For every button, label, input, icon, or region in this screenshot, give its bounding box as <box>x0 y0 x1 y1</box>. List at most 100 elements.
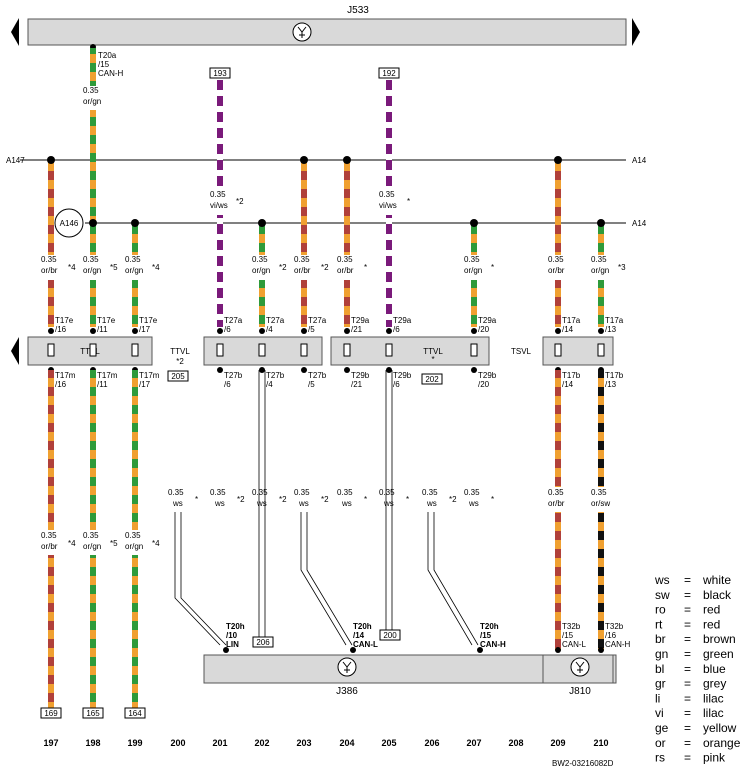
wire-color-label: ws <box>468 499 479 508</box>
svg-text:*: * <box>407 197 410 206</box>
wire-color-label: ws <box>341 499 352 508</box>
legend-eq: = <box>684 721 691 735</box>
pin-dot <box>386 328 392 334</box>
ref-202: 202 <box>425 375 439 384</box>
pin-dot <box>477 647 483 653</box>
continue-right-arrow-icon <box>632 18 640 46</box>
pin-dot <box>344 328 350 334</box>
pin-label: /11 <box>97 380 108 389</box>
pin-label: T17m <box>139 371 160 380</box>
j386-pin-label: T20h <box>480 622 499 631</box>
pin-dot <box>598 328 604 334</box>
unit-pins: T20h/10LINT20h/14CAN-LT20h/15CAN-HT32b/1… <box>223 622 631 653</box>
wire-note-label: *4 <box>152 263 160 272</box>
legend-code: rt <box>655 617 663 631</box>
column-number: 205 <box>381 738 396 748</box>
pin-label: T17b <box>562 371 581 380</box>
a146-connector-icon <box>54 208 84 238</box>
column-number: 207 <box>466 738 481 748</box>
pin-dot <box>301 328 307 334</box>
ref-164: 164 <box>128 709 142 718</box>
legend-eq: = <box>684 632 691 646</box>
wire-size-label: 0.35 <box>168 488 184 497</box>
pin-dot <box>471 367 477 373</box>
legend-name: red <box>703 617 720 631</box>
wire-note-label: *2 <box>279 263 287 272</box>
wire-size-label: 0.35 <box>337 488 353 497</box>
svg-text:A14: A14 <box>632 156 647 165</box>
legend-eq: = <box>684 573 691 587</box>
j533-unit: J533 <box>11 5 640 46</box>
wire-note-label: *4 <box>152 539 160 548</box>
terminal-pin <box>47 343 55 357</box>
wire-size-label: 0.35 <box>83 531 99 540</box>
j810-unit: J810 <box>542 654 614 697</box>
pin-dot <box>344 367 350 373</box>
legend-code: vi <box>655 706 664 720</box>
pin-label: T29a <box>393 316 412 325</box>
legend-code: gn <box>655 647 668 661</box>
continue-left-arrow-icon <box>11 337 19 365</box>
legend-eq: = <box>684 617 691 631</box>
ref-205: 205 <box>171 372 185 381</box>
wire-color-label: ws <box>256 499 267 508</box>
wire-size-label: 0.35 <box>548 488 564 497</box>
j386-pin-label: CAN-L <box>353 640 378 649</box>
mid-wire-labels: 0.35 or/br *4 0.35 or/gn *5 0.35 or/gn *4 0.35 or/… <box>41 255 626 275</box>
column-number: 206 <box>424 738 439 748</box>
svg-text:vi/ws: vi/ws <box>379 201 397 210</box>
legend-eq: = <box>684 677 691 691</box>
wire-note-label: * <box>491 495 494 504</box>
pin-label: T27a <box>308 316 327 325</box>
pin-label: /6 <box>393 380 400 389</box>
legend-code: ge <box>655 721 669 735</box>
j810-pin-label: /15 <box>562 631 574 640</box>
pin-dot <box>223 647 229 653</box>
j386-pin-label: LIN <box>226 640 239 649</box>
legend-name: grey <box>703 677 726 691</box>
wire-color-label: ws <box>214 499 225 508</box>
column-number: 203 <box>296 738 311 748</box>
wire-note-label: *2 <box>321 495 329 504</box>
pin-label: /13 <box>605 380 617 389</box>
column-number: 202 <box>254 738 269 748</box>
pin-label: /5 <box>308 325 315 334</box>
wire-size-label: 0.35 <box>294 488 310 497</box>
legend-code: sw <box>655 588 670 602</box>
junction-dots <box>47 156 605 227</box>
pin-dot <box>259 328 265 334</box>
wire-note-label: *3 <box>618 263 626 272</box>
pin-label: /16 <box>55 325 67 334</box>
pin-label: /5 <box>308 380 315 389</box>
pin-dot <box>350 647 356 653</box>
j533-pin: T20a <box>98 51 117 60</box>
wire-color-label: or/br <box>294 266 311 275</box>
pin-dot <box>259 367 265 373</box>
ref-193: 193 <box>213 69 227 78</box>
wire-size-label: 0.35 <box>337 255 353 264</box>
legend-name: yellow <box>703 721 737 735</box>
pin-label: T17e <box>55 316 74 325</box>
column-number: 210 <box>593 738 608 748</box>
color-legend: ws = white sw = black ro = red rt = red br = brown gn = g… <box>654 573 741 765</box>
pin-dot <box>598 647 604 653</box>
pin-dot <box>48 328 54 334</box>
wire-size-label: 0.35 <box>379 488 395 497</box>
column-number: 201 <box>212 738 227 748</box>
j533-label: J533 <box>347 5 369 16</box>
wires-lower <box>48 370 604 708</box>
column-number: 208 <box>508 738 523 748</box>
wire-note-label: *2 <box>449 495 457 504</box>
pin-label: T17m <box>55 371 76 380</box>
svg-text:J386: J386 <box>336 686 358 697</box>
ref-200: 200 <box>383 631 397 640</box>
pin-dot <box>217 328 223 334</box>
j386-pin-label: T20h <box>353 622 372 631</box>
terminal-pin <box>343 343 351 357</box>
wire-size-label: 0.35 <box>294 255 310 264</box>
pin-label: /6 <box>393 325 400 334</box>
terminal-pin <box>216 343 224 357</box>
legend-code: ro <box>655 603 666 617</box>
pin-label: T17a <box>605 316 624 325</box>
wires-upper <box>48 48 604 327</box>
